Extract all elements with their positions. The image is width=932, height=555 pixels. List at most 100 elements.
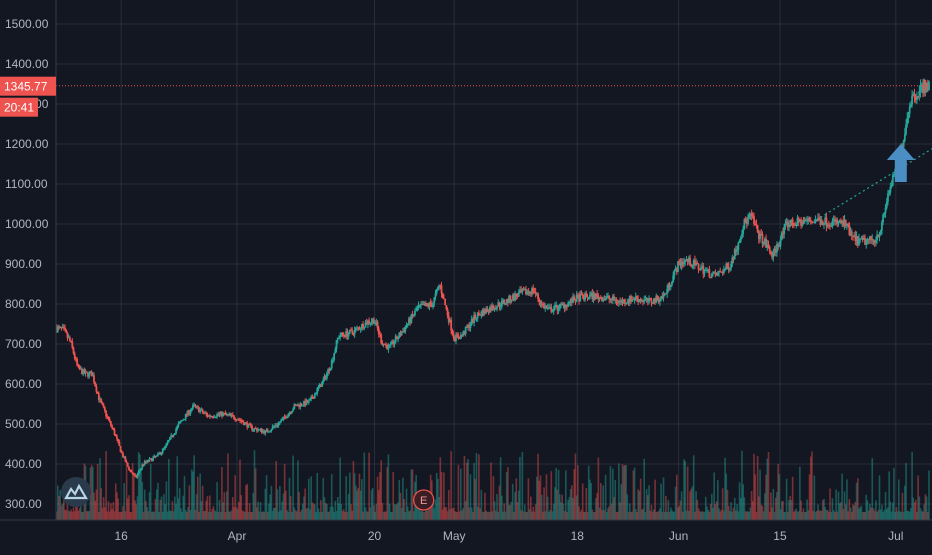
volume-bar — [764, 493, 766, 520]
volume-bar — [628, 503, 631, 520]
candle-body — [532, 288, 535, 292]
candle-body — [510, 300, 513, 302]
candle-body — [64, 328, 66, 331]
candle-body — [595, 294, 597, 300]
candle-body — [321, 381, 323, 387]
volume-bar — [117, 498, 119, 520]
candle-body — [840, 220, 842, 224]
candle-body — [803, 219, 806, 222]
candle-body — [259, 428, 262, 430]
candle-body — [708, 269, 711, 277]
candle-body — [447, 315, 450, 323]
candle-body — [341, 332, 344, 335]
volume-bar — [904, 485, 906, 520]
candle-body — [891, 175, 894, 186]
candle-body — [685, 259, 688, 261]
x-tick-label: Jul — [888, 529, 903, 543]
candle-body — [434, 293, 437, 298]
candle-body — [558, 304, 561, 310]
candle-body — [430, 304, 433, 307]
volume-bar — [793, 511, 795, 520]
event-marker-letter: E — [420, 495, 427, 507]
volume-bar — [466, 462, 468, 520]
candle-body — [475, 317, 478, 319]
candle-body — [403, 330, 406, 332]
candles[interactable] — [55, 78, 930, 479]
volume-bar — [510, 501, 513, 520]
candle-body — [214, 416, 217, 418]
volume-bar — [301, 503, 304, 520]
candle-body — [587, 297, 590, 299]
volume-bar — [210, 511, 212, 520]
volume-bar — [509, 504, 512, 520]
candle-body — [147, 460, 150, 462]
volume-bar — [766, 458, 769, 520]
candle-body — [206, 414, 209, 417]
volume-bar — [182, 495, 185, 520]
volume-bar — [668, 511, 671, 520]
candle-body — [301, 405, 304, 407]
candle-body — [107, 416, 110, 420]
volume-bar — [654, 479, 656, 520]
candle-body — [88, 372, 91, 377]
current-price-label-bg — [0, 76, 56, 96]
volume-bar — [496, 493, 498, 520]
volume-bar — [330, 474, 333, 520]
volume-bar — [593, 512, 596, 520]
volume-bar — [519, 456, 521, 520]
candle-body — [405, 325, 408, 327]
candle-body — [643, 299, 646, 302]
x-axis[interactable]: 16 Apr 20 May 18 Jun 15 Jul — [0, 519, 932, 550]
candle-body — [917, 96, 920, 98]
candle-body — [272, 426, 275, 428]
volume-bar — [907, 510, 910, 520]
volume-bar — [119, 511, 122, 520]
volume-bar — [344, 511, 346, 520]
candle-body — [241, 421, 244, 423]
candle-body — [111, 425, 114, 428]
volume-bar — [66, 501, 69, 520]
candle-body — [282, 416, 285, 419]
candle-body — [482, 309, 485, 316]
candle-body — [400, 332, 403, 336]
earnings-event-marker[interactable]: E — [413, 489, 435, 511]
volume-bar — [416, 507, 419, 520]
volume-bar — [657, 511, 660, 520]
volume-bar — [697, 508, 700, 520]
candle-body — [549, 307, 552, 309]
candle-body — [773, 248, 776, 252]
candle-body — [287, 413, 290, 417]
volume-bar — [514, 491, 516, 520]
candle-body — [254, 428, 257, 430]
volume-bar — [534, 504, 537, 520]
volume-bar — [434, 499, 437, 520]
candle-body — [81, 368, 83, 375]
candle-body — [246, 423, 249, 428]
volume-bar — [802, 508, 805, 520]
candle-body — [128, 466, 130, 471]
candle-body — [654, 298, 656, 303]
volume-bar — [713, 472, 716, 520]
candle-body — [569, 298, 572, 303]
candle-body — [589, 294, 591, 298]
volume-bar — [876, 511, 878, 520]
volume-bar — [216, 482, 218, 520]
candle-body — [315, 393, 317, 395]
candle-body — [399, 332, 402, 336]
candle-body — [117, 438, 120, 442]
tradingview-logo-icon[interactable] — [61, 477, 91, 507]
candle-body — [130, 470, 133, 473]
volume-bar — [666, 511, 668, 520]
volume-bar — [748, 511, 750, 520]
y-tick-label: 1200.00 — [5, 137, 49, 151]
volume-bar — [244, 511, 246, 520]
volume-bar — [153, 511, 156, 520]
volume-bar — [571, 485, 573, 520]
candle-body — [732, 257, 735, 260]
volume-bar — [324, 503, 327, 520]
candle-body — [123, 456, 126, 458]
volume-bar — [607, 508, 609, 520]
candle-body — [650, 299, 653, 303]
candle-body — [269, 430, 272, 432]
